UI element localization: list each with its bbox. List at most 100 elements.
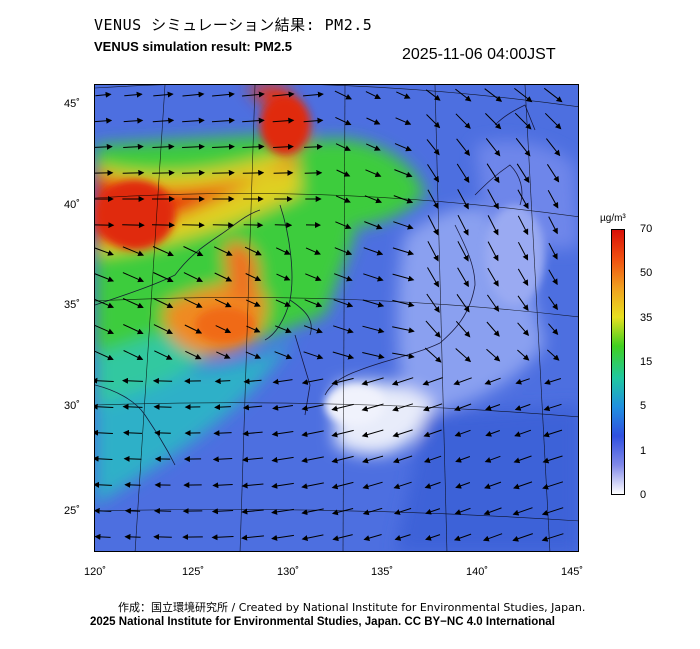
wind-arrow (484, 455, 501, 463)
wind-arrow (152, 117, 175, 124)
wind-arrow (453, 403, 472, 412)
wind-arrow (123, 143, 144, 150)
wind-arrow (422, 377, 443, 386)
wind-arrow (487, 267, 499, 287)
wind-arrow (484, 88, 503, 102)
wind-arrow (423, 429, 442, 438)
wind-arrow (242, 404, 263, 411)
wind-arrow (427, 189, 439, 210)
wind-arrow (335, 116, 352, 126)
wind-arrow (301, 404, 324, 412)
wind-arrow (212, 91, 235, 98)
wind-arrow (304, 143, 323, 150)
wind-arrow (274, 351, 293, 360)
wind-arrow (212, 482, 233, 489)
wind-arrow (456, 138, 471, 156)
wind-arrow (276, 273, 291, 281)
wind-vectors (95, 87, 564, 542)
wind-arrow (243, 378, 262, 385)
wind-arrow (426, 114, 441, 129)
wind-arrow (185, 350, 202, 360)
wind-arrow (543, 87, 563, 103)
wind-arrow (183, 272, 204, 282)
wind-arrow (542, 481, 564, 490)
wind-arrow (514, 112, 532, 130)
wind-arrow (331, 455, 354, 464)
wind-arrow (301, 534, 324, 542)
wind-arrow (482, 533, 503, 542)
wind-arrow (123, 117, 144, 124)
wind-arrow (425, 320, 441, 338)
wind-arrow (334, 273, 353, 282)
wind-arrow (484, 481, 502, 490)
wind-arrow (331, 403, 354, 412)
wind-arrow (303, 351, 324, 360)
wind-arrow (394, 143, 412, 152)
wind-arrow (184, 298, 203, 308)
wind-arrow (271, 534, 294, 541)
lon-label-120: 120˚ (84, 566, 107, 578)
wind-arrow (514, 403, 531, 411)
wind-arrow (455, 482, 471, 489)
wind-arrow (453, 377, 472, 386)
lat-label-25: 25˚ (64, 505, 80, 517)
wind-arrow (363, 247, 384, 256)
wind-arrow (242, 456, 264, 463)
wind-arrow (272, 91, 295, 98)
wind-arrow (544, 378, 562, 385)
wind-arrow (246, 325, 261, 333)
wind-arrow (542, 455, 563, 464)
wind-arrow (364, 195, 383, 204)
wind-arrow (123, 429, 143, 436)
wind-arrow (486, 294, 500, 312)
wind-arrow (95, 377, 114, 384)
wind-arrow (333, 299, 354, 308)
colorbar-tick-5: 5 (640, 400, 647, 412)
wind-arrow (122, 298, 144, 309)
wind-arrow (362, 481, 383, 490)
wind-arrow (153, 324, 174, 334)
wind-arrow (396, 91, 411, 99)
wind-arrow (517, 295, 529, 312)
wind-arrow (487, 215, 499, 236)
wind-arrow (362, 352, 385, 360)
wind-arrow (335, 221, 352, 230)
wind-arrow (182, 91, 205, 98)
wind-arrow (485, 404, 501, 411)
wind-arrow (272, 404, 293, 411)
wind-arrow (541, 533, 564, 542)
wind-arrow (364, 221, 383, 230)
wind-arrow (517, 215, 529, 236)
title-japanese: VENUS シミュレーション結果: PM2.5 (94, 16, 373, 34)
wind-arrow (181, 169, 205, 176)
wind-arrow (335, 195, 351, 203)
wind-arrow (95, 481, 112, 488)
wind-arrow (271, 456, 294, 463)
wind-arrow (304, 299, 323, 308)
wind-arrow (305, 273, 322, 282)
wind-arrow (516, 163, 530, 184)
wind-arrow (517, 268, 529, 286)
wind-arrow (123, 455, 142, 462)
wind-arrow (275, 247, 291, 255)
wind-arrow (95, 455, 113, 462)
wind-arrow (95, 273, 115, 282)
wind-arrow (546, 349, 560, 361)
wind-arrow (95, 117, 113, 124)
wind-arrow (454, 429, 471, 437)
colorbar-tick-35: 35 (640, 312, 653, 324)
wind-arrow (245, 273, 262, 282)
wind-arrow (216, 351, 231, 359)
lon-label-130: 130˚ (277, 566, 300, 578)
wind-arrow (123, 350, 144, 361)
wind-arrow (486, 163, 500, 184)
wind-arrow (95, 247, 114, 256)
wind-arrow (425, 508, 441, 515)
wind-arrow (546, 164, 560, 183)
wind-arrow (184, 324, 203, 334)
wind-arrow (517, 349, 530, 361)
wind-arrow (512, 533, 533, 542)
wind-arrow (95, 143, 113, 150)
wind-arrow (486, 348, 501, 362)
wind-arrow (95, 91, 112, 98)
